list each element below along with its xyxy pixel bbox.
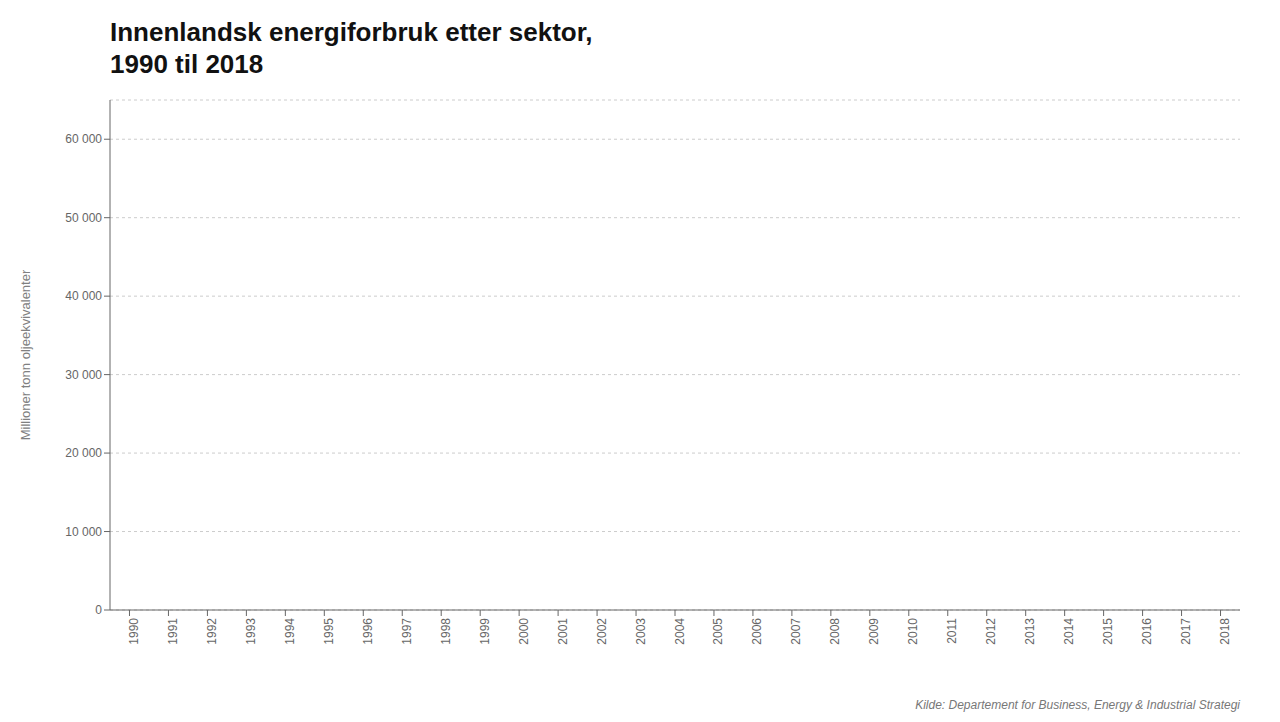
svg-text:2004: 2004 [673,618,687,645]
svg-text:2016: 2016 [1140,618,1154,645]
svg-text:2017: 2017 [1179,618,1193,645]
html-text:Kilde: Departement for Busines: Kilde: Departement for Business, Energy … [915,698,1240,712]
svg-text:1999: 1999 [478,618,492,645]
svg-text:40 000: 40 000 [65,289,102,303]
svg-text:1995: 1995 [322,618,336,645]
svg-text:2008: 2008 [828,618,842,645]
svg-text:2006: 2006 [750,618,764,645]
svg-text:1998: 1998 [439,618,453,645]
html-text:Innenlandsk energiforbruk ette: Innenlandsk energiforbruk etter sektor, [110,17,593,47]
svg-text:1992: 1992 [205,618,219,645]
svg-text:Millioner tonn oljeekvivalente: Millioner tonn oljeekvivalenter [18,269,33,440]
svg-text:0: 0 [95,603,102,617]
svg-text:2003: 2003 [634,618,648,645]
svg-text:2012: 2012 [984,618,998,645]
svg-text:10 000: 10 000 [65,525,102,539]
svg-text:2011: 2011 [945,618,959,644]
svg-text:1996: 1996 [361,618,375,645]
svg-text:60 000: 60 000 [65,132,102,146]
svg-text:2000: 2000 [517,618,531,645]
svg-text:20 000: 20 000 [65,446,102,460]
svg-text:2010: 2010 [906,618,920,645]
svg-text:2014: 2014 [1062,618,1076,645]
svg-text:1990: 1990 [127,618,141,645]
svg-text:2018: 2018 [1218,618,1232,645]
svg-text:2001: 2001 [556,618,570,645]
svg-text:2002: 2002 [595,618,609,645]
svg-text:1997: 1997 [400,618,414,645]
svg-text:2007: 2007 [789,618,803,645]
svg-text:1991: 1991 [166,618,180,645]
html-text:1990 til 2018: 1990 til 2018 [110,49,264,79]
svg-text:2009: 2009 [867,618,881,645]
svg-text:2015: 2015 [1101,618,1115,645]
svg-text:1994: 1994 [283,618,297,645]
svg-text:1993: 1993 [244,618,258,645]
svg-text:50 000: 50 000 [65,211,102,225]
svg-text:30 000: 30 000 [65,368,102,382]
svg-text:2013: 2013 [1023,618,1037,645]
svg-text:2005: 2005 [711,618,725,645]
